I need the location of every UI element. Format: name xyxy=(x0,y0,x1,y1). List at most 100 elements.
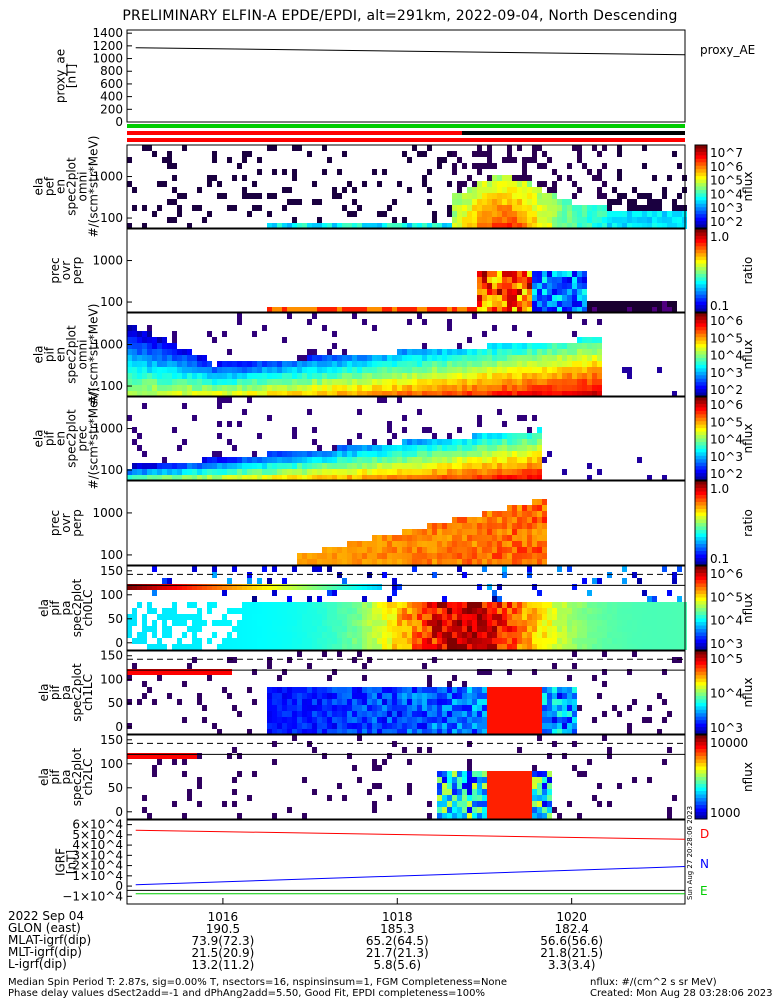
panel4-cell xyxy=(432,463,437,469)
ylabel-2-0: prec xyxy=(48,257,62,283)
panel3-cell xyxy=(467,391,472,397)
panel4-cell xyxy=(457,445,462,451)
panel7-cell xyxy=(482,723,487,729)
panel8-cell xyxy=(152,771,157,777)
panel4-cell xyxy=(407,475,412,481)
zbar-7 xyxy=(695,723,707,728)
panel3-cell xyxy=(517,385,522,391)
panel8-cell xyxy=(142,795,147,801)
panel8-cell xyxy=(367,789,372,795)
panel3-cell xyxy=(217,385,222,391)
panel3-cell xyxy=(582,319,587,325)
panel2-cell xyxy=(542,301,547,307)
panel1-cell xyxy=(457,217,462,223)
panel7-cell xyxy=(302,699,307,705)
panel2-cell xyxy=(572,307,577,313)
panel7-cell xyxy=(542,687,547,693)
zbar-title-3: nflux xyxy=(741,340,755,370)
panel3-cell xyxy=(532,343,537,349)
panel3-cell xyxy=(127,391,132,397)
panel6-cell xyxy=(387,608,392,614)
panel7-cell xyxy=(507,699,512,705)
panel6-cell xyxy=(622,626,627,632)
panel3-cell xyxy=(467,385,472,391)
panel1-cell xyxy=(592,223,597,229)
panel7-cell xyxy=(417,687,422,693)
panel4-cell xyxy=(347,457,352,463)
panel3-cell xyxy=(372,391,377,397)
panel8-cell xyxy=(452,813,457,819)
panel4-cell xyxy=(342,451,347,457)
panel7-cell xyxy=(282,711,287,717)
panel6-cell xyxy=(477,644,482,650)
panel1-cell xyxy=(512,199,517,205)
panel3-cell xyxy=(597,379,602,385)
panel6-cell xyxy=(502,608,507,614)
ylabel-1-3: spec2plot xyxy=(65,157,79,216)
panel4-cell xyxy=(217,475,222,481)
panel5-cell xyxy=(467,523,472,529)
panel1-cell xyxy=(487,145,492,151)
panel2-cell xyxy=(602,301,607,307)
zbar-frame-3 xyxy=(694,312,708,397)
panel6-cell xyxy=(507,626,512,632)
zbar-title-6: nflux xyxy=(741,593,755,623)
panel3-cell xyxy=(217,367,222,373)
panel4-cell xyxy=(337,445,342,451)
panel6-cell xyxy=(337,620,342,626)
panel7-cell xyxy=(377,711,382,717)
panel3-cell xyxy=(127,379,132,385)
zbar-8 xyxy=(695,794,707,799)
panel6-cell xyxy=(467,614,472,620)
panel6-cell xyxy=(292,638,297,644)
panel4-cell xyxy=(192,475,197,481)
panel5-cell xyxy=(387,541,392,547)
panel6-cell xyxy=(352,614,357,620)
panel7-cell xyxy=(552,729,557,735)
panel3-cell xyxy=(367,367,372,373)
panel3-cell xyxy=(447,367,452,373)
panel4-cell xyxy=(472,469,477,475)
panel1-cell xyxy=(677,193,682,199)
panel7-cell xyxy=(577,705,582,711)
panel4-cell xyxy=(227,469,232,475)
panel3-cell xyxy=(247,385,252,391)
panel7-cell xyxy=(152,669,157,675)
panel2-cell xyxy=(532,271,537,277)
panel3-cell xyxy=(297,355,302,361)
panel7-cell xyxy=(572,693,577,699)
panel7-cell xyxy=(427,681,432,687)
panel6-cell xyxy=(277,632,282,638)
panel4-cell xyxy=(342,475,347,481)
panel5-cell xyxy=(452,559,457,565)
panel8-cell xyxy=(607,747,612,753)
panel1-cell xyxy=(422,181,427,187)
panel4-cell xyxy=(432,475,437,481)
status-bar-black xyxy=(462,131,685,135)
panel2-cell xyxy=(517,277,522,283)
panel3-cell xyxy=(477,385,482,391)
panel6-cell xyxy=(592,632,597,638)
panel3-cell xyxy=(492,343,497,349)
panel4-cell xyxy=(347,439,352,445)
ylabel-8-0: ela xyxy=(37,768,51,786)
panel3-cell xyxy=(162,343,167,349)
panel1-cell xyxy=(647,199,652,205)
panel6-cell xyxy=(192,626,197,632)
panel3-cell xyxy=(627,367,632,373)
panel7-cell xyxy=(417,711,422,717)
panel3-cell xyxy=(227,361,232,367)
panel6-cell xyxy=(367,608,372,614)
panel5-cell xyxy=(322,547,327,553)
panel4-cell xyxy=(332,451,337,457)
panel7-cell xyxy=(442,699,447,705)
panel3-cell xyxy=(377,355,382,361)
zbar-1 xyxy=(695,189,707,194)
panel4-cell xyxy=(392,445,397,451)
panel3-cell xyxy=(572,391,577,397)
panel6-cell xyxy=(272,632,277,638)
panel1-cell xyxy=(652,217,657,223)
panel6-cell xyxy=(462,632,467,638)
panel4-cell xyxy=(522,439,527,445)
panel6-cell xyxy=(492,590,497,596)
